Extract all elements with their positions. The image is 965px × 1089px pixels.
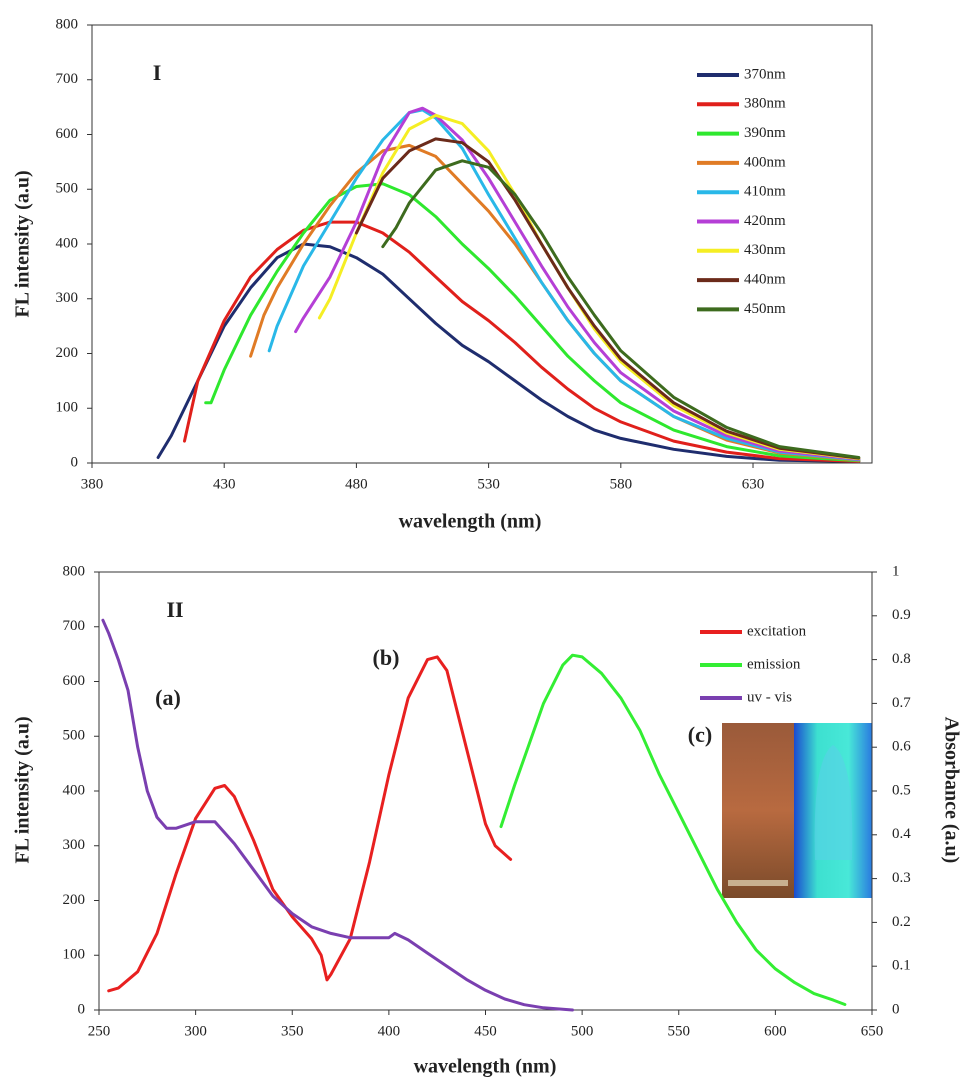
- x-tick-label: 450: [474, 1023, 497, 1039]
- x-tick-label: 430: [213, 476, 236, 492]
- legend-label: emission: [747, 656, 801, 672]
- x-tick-label: 600: [764, 1023, 787, 1039]
- x-tick-label: 530: [477, 476, 500, 492]
- x-tick-label: 400: [378, 1023, 401, 1039]
- legend-label: uv - vis: [747, 689, 792, 705]
- y-axis-label: FL intensity (a.u): [12, 170, 34, 317]
- annotation: (b): [373, 645, 400, 670]
- legend-label: 440nm: [744, 272, 786, 288]
- y-tick-label: 700: [56, 71, 79, 87]
- y-tick-label: 200: [63, 892, 86, 908]
- y2-tick-label: 0.1: [892, 958, 911, 974]
- legend-label: 390nm: [744, 125, 786, 141]
- legend-label: 430nm: [744, 242, 786, 258]
- x-tick-label: 580: [610, 476, 633, 492]
- y2-tick-label: 0.7: [892, 695, 911, 711]
- x-tick-label: 350: [281, 1023, 304, 1039]
- legend-label: 450nm: [744, 301, 786, 317]
- y2-tick-label: 0.9: [892, 607, 911, 623]
- y-tick-label: 400: [63, 782, 86, 798]
- y-tick-label: 0: [78, 1001, 86, 1017]
- x-axis-label: wavelength (nm): [414, 1056, 557, 1078]
- y2-tick-label: 0.2: [892, 914, 911, 930]
- y-tick-label: 300: [63, 837, 86, 853]
- y-tick-label: 600: [63, 673, 86, 689]
- y-tick-label: 700: [63, 618, 86, 634]
- series-line: [294, 106, 861, 461]
- x-tick-label: 250: [88, 1023, 111, 1039]
- x-tick-label: 300: [184, 1023, 207, 1039]
- series-line: [156, 242, 861, 463]
- x-tick-label: 550: [668, 1023, 691, 1039]
- y-tick-label: 600: [56, 126, 79, 142]
- x-tick-label: 380: [81, 476, 104, 492]
- y-tick-label: 800: [56, 16, 79, 32]
- y-tick-label: 500: [56, 181, 79, 197]
- legend-label: 370nm: [744, 66, 786, 82]
- y-tick-label: 400: [56, 235, 79, 251]
- y2-tick-label: 0.3: [892, 870, 911, 886]
- y2-tick-label: 0.5: [892, 782, 911, 798]
- y-axis-label: FL intensity (a.u): [12, 716, 34, 863]
- legend-label: 410nm: [744, 184, 786, 200]
- y2-tick-label: 0.8: [892, 651, 911, 667]
- legend-label: 400nm: [744, 154, 786, 170]
- x-axis-label: wavelength (nm): [399, 511, 542, 533]
- x-tick-label: 500: [571, 1023, 594, 1039]
- inset-photo: [722, 723, 872, 898]
- y2-axis-label: Absorbance (a.u): [940, 717, 962, 864]
- y2-tick-label: 0: [892, 1001, 900, 1017]
- series-line: [101, 618, 574, 1012]
- x-tick-label: 480: [345, 476, 368, 492]
- y-tick-label: 200: [56, 345, 79, 361]
- x-tick-label: 630: [742, 476, 765, 492]
- series-line: [107, 655, 513, 993]
- y2-tick-label: 0.6: [892, 739, 911, 755]
- series-line: [354, 137, 861, 460]
- series-line: [267, 108, 861, 462]
- y-tick-label: 800: [63, 563, 86, 579]
- legend-label: 380nm: [744, 96, 786, 112]
- y2-tick-label: 1: [892, 563, 900, 579]
- series-line: [499, 653, 847, 1006]
- annotation: II: [166, 597, 183, 622]
- annotation: (c): [688, 722, 712, 747]
- legend-label: 420nm: [744, 213, 786, 229]
- series-line: [183, 220, 861, 463]
- series-line: [204, 182, 861, 463]
- y-tick-label: 100: [63, 947, 86, 963]
- y2-tick-label: 0.4: [892, 826, 911, 842]
- annotation: (a): [155, 685, 181, 710]
- legend-label: excitation: [747, 623, 807, 639]
- y-tick-label: 100: [56, 400, 79, 416]
- y-tick-label: 0: [71, 454, 79, 470]
- y-tick-label: 500: [63, 728, 86, 744]
- x-tick-label: 650: [861, 1023, 884, 1039]
- annotation: I: [153, 60, 162, 85]
- y-tick-label: 300: [56, 290, 79, 306]
- series-line: [381, 159, 861, 459]
